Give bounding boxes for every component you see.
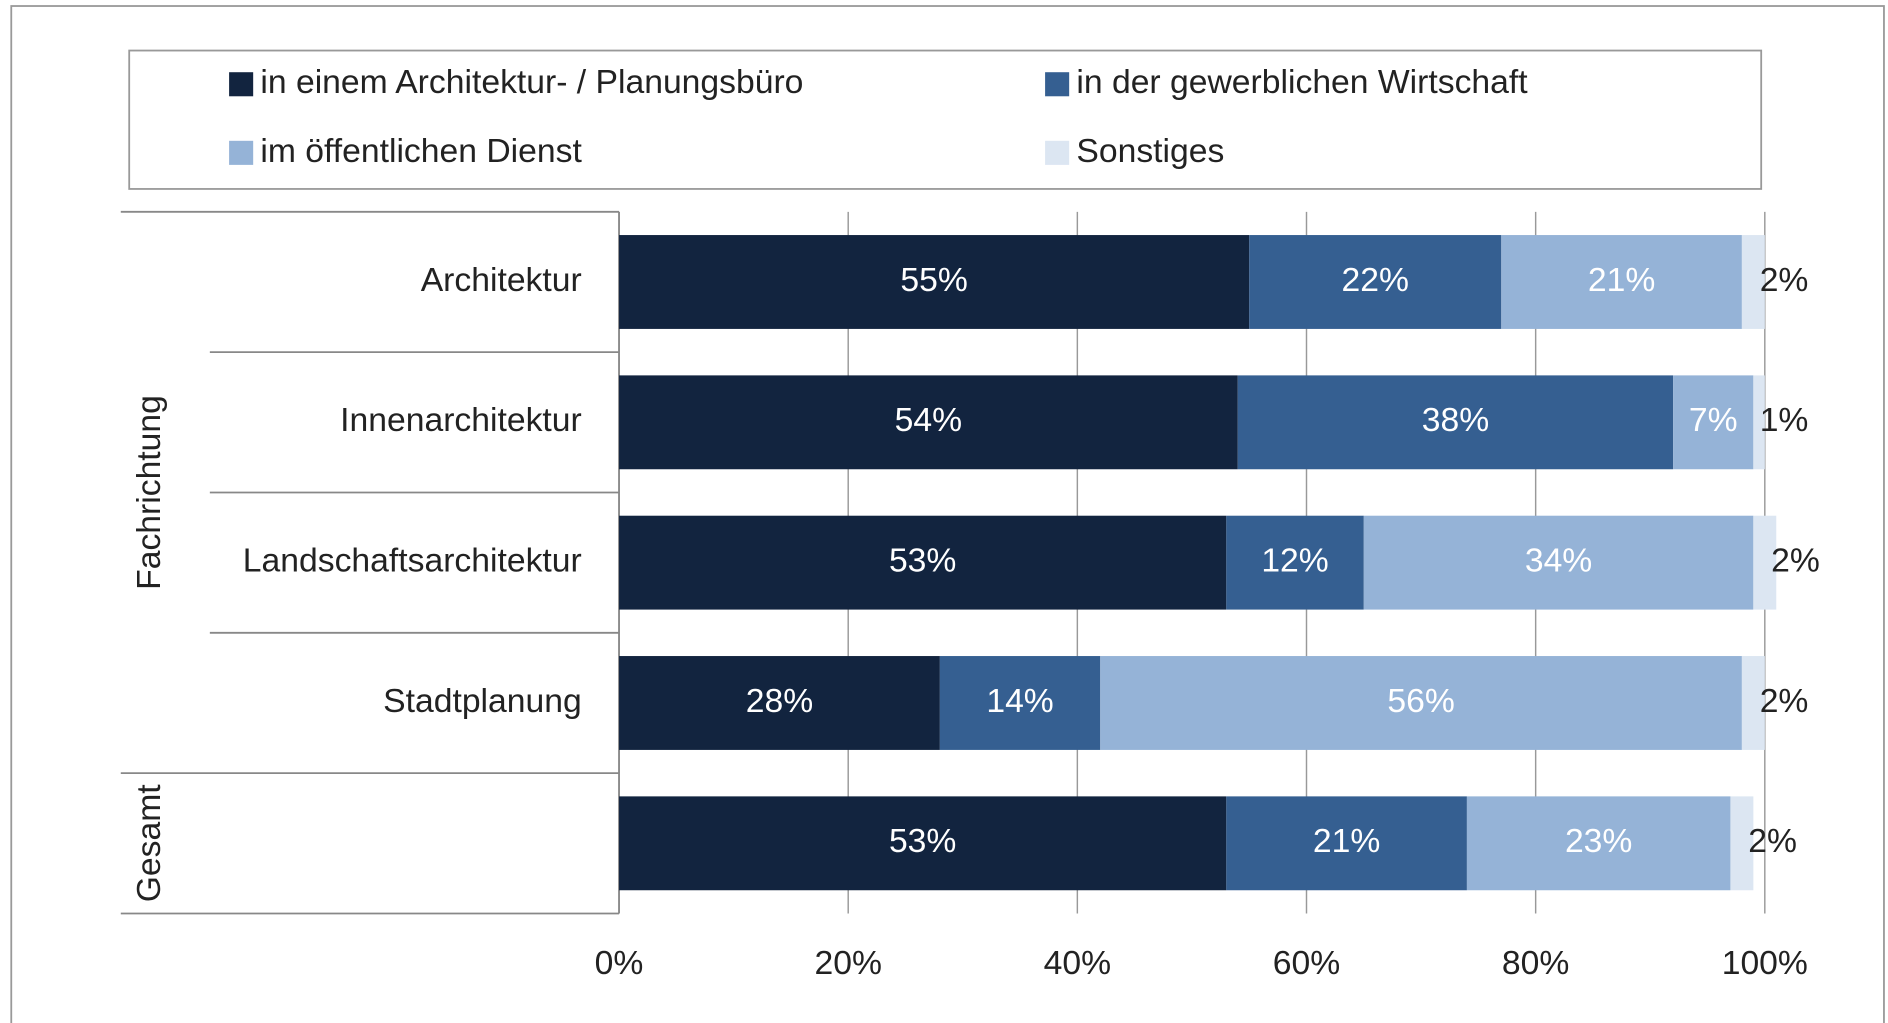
x-tick-label: 60% [1273, 945, 1340, 982]
bar-segment [619, 375, 1238, 470]
bar-segment [1730, 796, 1754, 891]
data-label: 7% [1689, 402, 1738, 439]
bar-segment [1466, 796, 1731, 891]
bar-segment [1237, 375, 1674, 470]
y-tick-label: Architektur [421, 262, 582, 299]
bar-segment [1753, 375, 1765, 470]
group-label: Gesamt [131, 784, 168, 903]
bar-segment [1226, 796, 1467, 891]
bar-segment [1249, 235, 1502, 329]
legend-label: in der gewerblichen Wirtschaft [1076, 64, 1528, 101]
group-label: Fachrichtung [131, 395, 168, 590]
data-label: 2% [1748, 823, 1797, 860]
legend-label: Sonstiges [1076, 133, 1224, 170]
bar-segment [619, 515, 1227, 610]
legend-swatch [1045, 140, 1070, 165]
data-label: 2% [1760, 683, 1809, 720]
legend-swatch [229, 72, 254, 97]
bar-segment [1753, 515, 1777, 610]
legend-box [128, 49, 1763, 190]
bar-segment [1501, 235, 1742, 329]
x-tick-label: 40% [1044, 945, 1111, 982]
data-label: 12% [1261, 543, 1328, 580]
data-label: 28% [746, 683, 813, 720]
data-label: 2% [1760, 262, 1809, 299]
data-label: 2% [1771, 543, 1820, 580]
data-label: 23% [1565, 823, 1632, 860]
data-label: 21% [1313, 823, 1380, 860]
bar-segment [939, 656, 1101, 750]
data-label: 22% [1342, 262, 1409, 299]
bar-segment [619, 796, 1227, 891]
data-label: 38% [1422, 402, 1489, 439]
x-tick-label: 80% [1502, 945, 1569, 982]
bar-segment [619, 656, 940, 750]
legend-swatch [229, 140, 254, 165]
data-label: 14% [986, 683, 1053, 720]
data-label: 21% [1588, 262, 1655, 299]
data-label: 56% [1387, 683, 1454, 720]
data-label: 54% [895, 402, 962, 439]
bar-segment [1741, 235, 1765, 329]
y-tick-label: Stadtplanung [383, 683, 582, 720]
y-tick-label: Landschaftsarchitektur [243, 543, 582, 580]
data-label: 53% [889, 543, 956, 580]
x-tick-label: 20% [814, 945, 881, 982]
x-tick-label: 0% [595, 945, 644, 982]
data-label: 34% [1525, 543, 1592, 580]
bar-segment [1673, 375, 1754, 470]
data-label: 53% [889, 823, 956, 860]
bar-segment [1741, 656, 1765, 750]
legend-label: in einem Architektur- / Planungsbüro [260, 64, 803, 101]
legend-swatch [1045, 72, 1070, 97]
data-label: 1% [1760, 402, 1809, 439]
legend-label: im öffentlichen Dienst [260, 133, 582, 170]
bar-segment [1363, 515, 1754, 610]
data-label: 55% [900, 262, 967, 299]
y-tick-label: Innenarchitektur [340, 402, 582, 439]
x-tick-label: 100% [1722, 945, 1808, 982]
bar-segment [619, 235, 1250, 329]
bar-segment [1226, 515, 1364, 610]
bar-segment [1100, 656, 1742, 750]
